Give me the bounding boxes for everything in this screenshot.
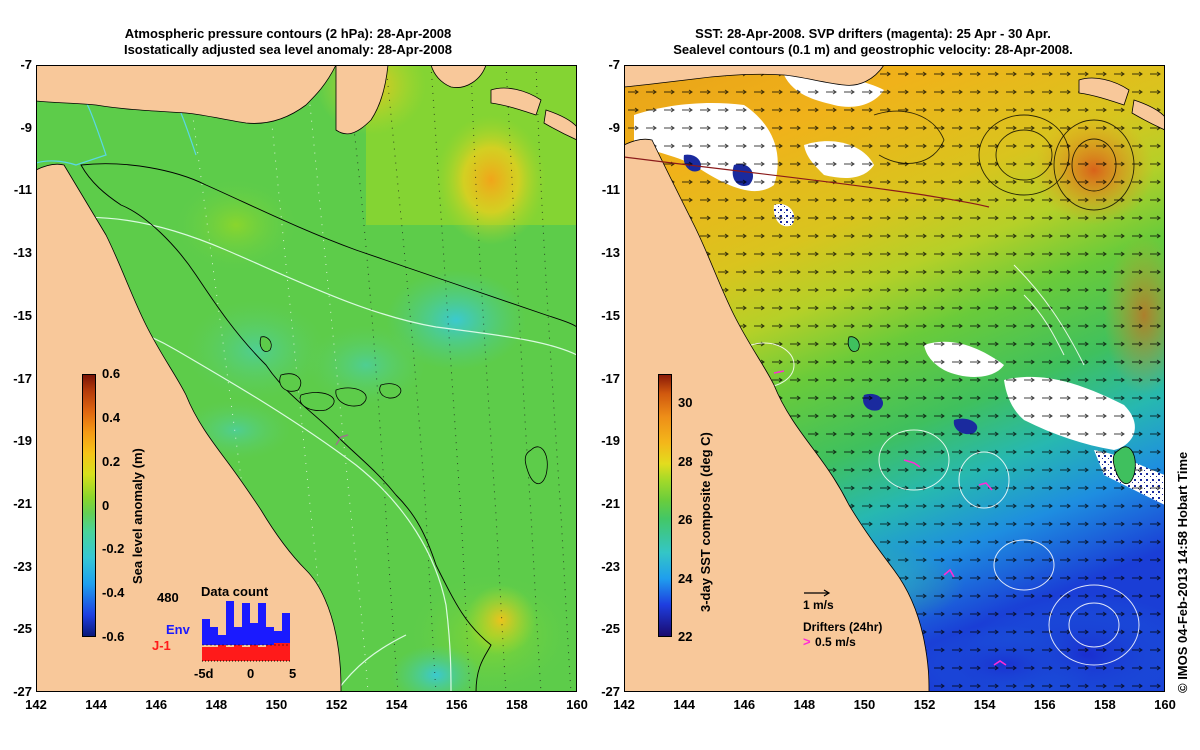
right-lat-tick: -27 xyxy=(601,684,620,699)
right-title-line1: SST: 28-Apr-2008. SVP drifters (magenta)… xyxy=(695,26,1051,41)
velocity-scale-label: 1 m/s xyxy=(803,598,834,612)
drifters-label: Drifters (24hr) xyxy=(803,620,883,634)
sst-colorbar-tick: 30 xyxy=(678,395,693,411)
velocity-scale-arrow xyxy=(804,589,831,597)
right-lat-tick: -13 xyxy=(601,245,620,261)
right-lon-tick: 146 xyxy=(733,697,756,712)
right-title-line2: Sealevel contours (0.1 m) and geostrophi… xyxy=(673,42,1073,57)
right-lat-tick: -7 xyxy=(608,57,620,72)
sla-colorbar-tick: 0.6 xyxy=(102,366,121,381)
histogram-xtick: -5d xyxy=(194,666,214,681)
left-lat-tick: -25 xyxy=(13,621,32,637)
right-lat-tick: -25 xyxy=(601,621,620,637)
sla-colorbar-tick: 0.2 xyxy=(102,453,121,469)
left-map-title: Atmospheric pressure contours (2 hPa): 2… xyxy=(8,26,568,58)
histogram-legend-j-1: J-1 xyxy=(152,638,171,653)
right-lat-tick: -15 xyxy=(601,307,620,323)
sla-colorbar-tick: 0.4 xyxy=(102,409,121,425)
right-lon-tick: 142 xyxy=(613,697,635,712)
papua-new-guinea-land xyxy=(36,65,337,124)
right-lon-tick: 156 xyxy=(1033,697,1056,712)
left-lon-tick: 160 xyxy=(566,697,588,712)
left-lat-tick: -21 xyxy=(13,495,32,511)
sla-colorbar xyxy=(82,374,96,637)
right-lon-tick: 158 xyxy=(1094,697,1116,712)
left-lon-tick: 146 xyxy=(145,697,168,712)
right-map-title: SST: 28-Apr-2008. SVP drifters (magenta)… xyxy=(593,26,1153,58)
histogram-legend-env: Env xyxy=(166,622,190,637)
right-lon-tick: 154 xyxy=(973,697,996,712)
sst-map xyxy=(624,65,1165,692)
right-lat-tick: -9 xyxy=(608,119,620,135)
data-count-histogram: Data count xyxy=(200,583,294,663)
left-lon-tick: 150 xyxy=(265,697,288,712)
sla-colorbar-label: Sea level anomaly (m) xyxy=(130,448,145,584)
right-lon-tick: 152 xyxy=(913,697,936,712)
right-lat-tick: -19 xyxy=(601,433,620,449)
right-lon-tick: 150 xyxy=(853,697,876,712)
histogram-bars xyxy=(202,601,292,662)
sla-colorbar-tick: -0.4 xyxy=(102,585,125,601)
left-lat-tick: -19 xyxy=(13,433,32,449)
drifter-tracks xyxy=(773,370,1007,666)
left-lon-tick: 142 xyxy=(25,697,47,712)
left-lon-tick: 148 xyxy=(205,697,228,712)
right-lon-tick: 148 xyxy=(793,697,816,712)
sst-colorbar-tick: 28 xyxy=(678,453,693,469)
right-lon-tick: 144 xyxy=(673,697,695,712)
histogram-xtick: 0 xyxy=(247,666,255,681)
left-lat-tick: -9 xyxy=(20,119,32,135)
sla-map-svg xyxy=(36,65,577,692)
sst-colorbar-tick: 26 xyxy=(678,512,693,528)
left-lat-tick: -17 xyxy=(13,370,32,386)
sla-colorbar-tick: -0.2 xyxy=(102,541,125,557)
right-lat-tick: -17 xyxy=(601,370,620,386)
left-lon-tick: 156 xyxy=(445,697,468,712)
australia-land xyxy=(36,163,342,692)
left-lat-tick: -13 xyxy=(13,245,32,261)
left-lat-tick: -27 xyxy=(13,684,32,699)
left-lat-tick: -23 xyxy=(13,558,32,574)
right-lon-tick: 160 xyxy=(1154,697,1176,712)
left-lat-tick: -15 xyxy=(13,307,32,323)
right-lat-tick: -21 xyxy=(601,495,620,511)
histogram-max-label: 480 xyxy=(157,590,179,605)
sla-colorbar-tick: -0.6 xyxy=(102,629,125,644)
left-lat-tick: -7 xyxy=(20,57,32,72)
histogram-title: Data count xyxy=(201,584,269,599)
right-lat-tick: -23 xyxy=(601,558,620,574)
sla-colorbar-tick: 0 xyxy=(102,497,110,513)
histogram-xtick: 5 xyxy=(289,666,297,681)
sst-map-svg xyxy=(624,65,1165,692)
left-lon-tick: 154 xyxy=(385,697,408,712)
left-lon-tick: 158 xyxy=(506,697,528,712)
sst-colorbar-tick: 22 xyxy=(678,629,693,644)
left-lat-tick: -11 xyxy=(13,182,32,198)
australia-land-sst xyxy=(624,138,930,692)
right-lat-tick: -11 xyxy=(601,182,620,198)
drifters-speed-label: 0.5 m/s xyxy=(815,635,856,649)
left-lon-tick: 152 xyxy=(325,697,348,712)
sea-level-anomaly-map xyxy=(36,65,577,692)
sst-colorbar xyxy=(658,374,672,637)
drifters-legend: Drifters (24hr) > 0.5 m/s xyxy=(803,620,883,649)
left-title-line2: Isostatically adjusted sea level anomaly… xyxy=(123,42,453,57)
sst-colorbar-tick: 24 xyxy=(678,570,693,586)
drifter-arrow-icon: > xyxy=(803,634,811,649)
left-lon-tick: 144 xyxy=(85,697,107,712)
copyright-stamp: © IMOS 04-Feb-2013 14:58 Hobart Time xyxy=(1175,451,1190,693)
left-title-line1: Atmospheric pressure contours (2 hPa): 2… xyxy=(124,26,452,41)
